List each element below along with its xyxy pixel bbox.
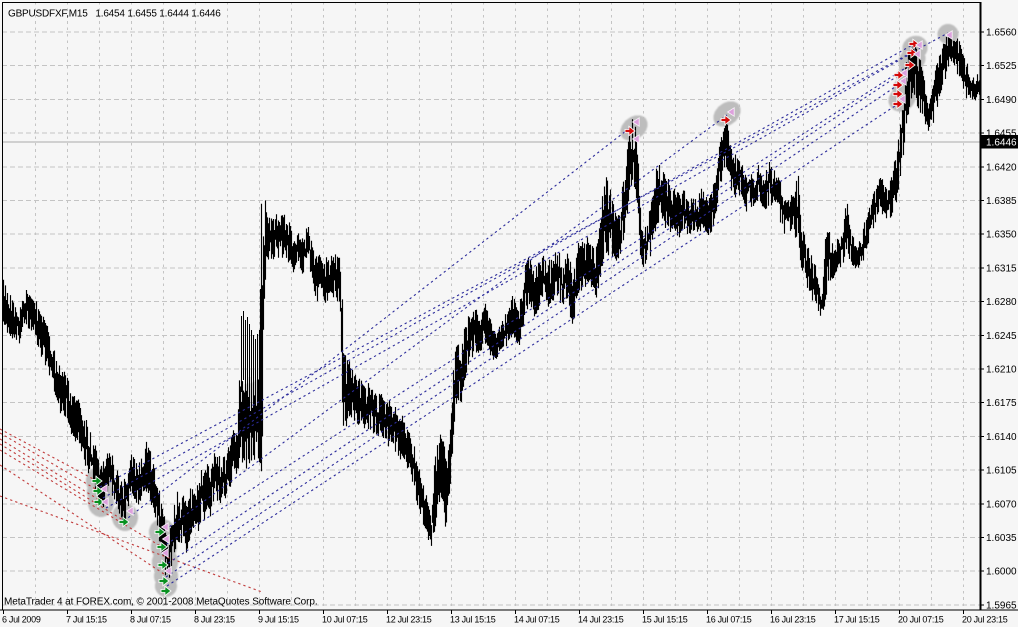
svg-text:8 Jul 23:15: 8 Jul 23:15 — [194, 615, 235, 625]
svg-text:12 Jul 23:15: 12 Jul 23:15 — [386, 615, 432, 625]
svg-text:1.6525: 1.6525 — [986, 61, 1017, 72]
svg-text:1.6070: 1.6070 — [986, 499, 1017, 510]
svg-text:17 Jul 15:15: 17 Jul 15:15 — [834, 615, 880, 625]
svg-text:1.6350: 1.6350 — [986, 230, 1017, 241]
svg-text:MetaTrader 4 at FOREX.com, © 2: MetaTrader 4 at FOREX.com, © 2001-2008 M… — [4, 597, 318, 608]
svg-text:16 Jul 07:15: 16 Jul 07:15 — [706, 615, 752, 625]
svg-text:1.6175: 1.6175 — [986, 398, 1017, 409]
svg-text:1.5965: 1.5965 — [986, 600, 1017, 611]
svg-text:1.6455: 1.6455 — [986, 129, 1017, 140]
svg-text:20 Jul 07:15: 20 Jul 07:15 — [898, 615, 944, 625]
svg-text:GBPUSDFXF,M15 1.6454 1.6455: GBPUSDFXF,M15 1.6454 1.6455 1.6444 1.644… — [8, 9, 221, 20]
svg-text:1.6490: 1.6490 — [986, 95, 1017, 106]
svg-text:6 Jul 2009: 6 Jul 2009 — [2, 615, 41, 625]
svg-text:7 Jul 15:15: 7 Jul 15:15 — [66, 615, 107, 625]
svg-text:15 Jul 15:15: 15 Jul 15:15 — [642, 615, 688, 625]
svg-text:14 Jul 07:15: 14 Jul 07:15 — [514, 615, 560, 625]
svg-text:1.6245: 1.6245 — [986, 331, 1017, 342]
svg-text:1.6000: 1.6000 — [986, 567, 1017, 578]
svg-text:1.6420: 1.6420 — [986, 162, 1017, 173]
svg-text:20 Jul 23:15: 20 Jul 23:15 — [962, 615, 1008, 625]
svg-text:1.6280: 1.6280 — [986, 297, 1017, 308]
svg-text:13 Jul 15:15: 13 Jul 15:15 — [450, 615, 496, 625]
svg-text:9 Jul 15:15: 9 Jul 15:15 — [258, 615, 299, 625]
svg-text:1.6315: 1.6315 — [986, 263, 1017, 274]
svg-text:1.6210: 1.6210 — [986, 365, 1017, 376]
svg-text:1.6105: 1.6105 — [986, 466, 1017, 477]
svg-text:1.6560: 1.6560 — [986, 28, 1017, 39]
svg-text:8 Jul 07:15: 8 Jul 07:15 — [130, 615, 171, 625]
svg-text:10 Jul 07:15: 10 Jul 07:15 — [322, 615, 368, 625]
svg-text:16 Jul 23:15: 16 Jul 23:15 — [770, 615, 816, 625]
svg-text:1.6446: 1.6446 — [986, 138, 1017, 149]
svg-text:14 Jul 23:15: 14 Jul 23:15 — [578, 615, 624, 625]
svg-text:1.6385: 1.6385 — [986, 196, 1017, 207]
svg-text:1.6140: 1.6140 — [986, 432, 1017, 443]
svg-text:1.6035: 1.6035 — [986, 533, 1017, 544]
